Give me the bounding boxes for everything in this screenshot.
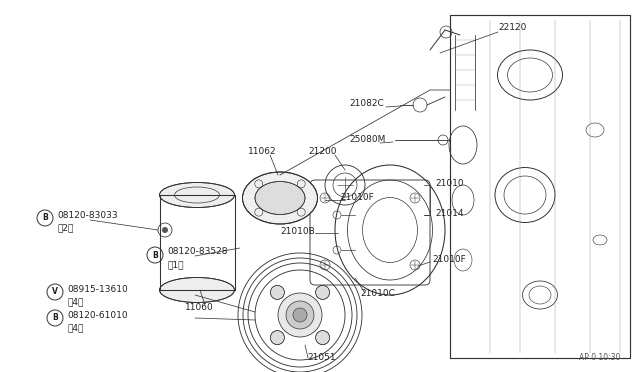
Text: 08120-83528: 08120-83528	[167, 247, 227, 257]
Circle shape	[162, 227, 168, 233]
Circle shape	[270, 285, 284, 299]
Text: （2）: （2）	[57, 224, 74, 232]
Text: 21010F: 21010F	[432, 256, 466, 264]
Circle shape	[316, 285, 330, 299]
Text: 25080M: 25080M	[349, 135, 385, 144]
Text: V: V	[52, 288, 58, 296]
Circle shape	[293, 308, 307, 322]
Text: 08915-13610: 08915-13610	[67, 285, 128, 294]
Text: （1）: （1）	[167, 260, 184, 269]
Text: 08120-61010: 08120-61010	[67, 311, 127, 320]
Ellipse shape	[255, 182, 305, 215]
Text: 21010: 21010	[435, 179, 463, 187]
Text: 21014: 21014	[435, 208, 463, 218]
Text: 21082C: 21082C	[349, 99, 384, 108]
Circle shape	[270, 331, 284, 344]
Ellipse shape	[159, 278, 234, 302]
Ellipse shape	[243, 172, 317, 224]
Text: 08120-83033: 08120-83033	[57, 211, 118, 219]
Text: AP 0 10:30: AP 0 10:30	[579, 353, 620, 362]
Text: （4）: （4）	[67, 324, 83, 333]
Text: 22120: 22120	[498, 23, 526, 32]
Circle shape	[286, 301, 314, 329]
Text: 21010C: 21010C	[360, 289, 395, 298]
Text: 21051: 21051	[307, 353, 335, 362]
Text: 11060: 11060	[185, 304, 214, 312]
Text: B: B	[52, 314, 58, 323]
Circle shape	[278, 293, 322, 337]
Ellipse shape	[159, 183, 234, 208]
Text: 21010F: 21010F	[340, 192, 374, 202]
Circle shape	[316, 331, 330, 344]
Text: B: B	[152, 250, 158, 260]
Text: 21010B: 21010B	[280, 228, 315, 237]
Text: 21200: 21200	[308, 148, 337, 157]
Text: B: B	[42, 214, 48, 222]
Text: （4）: （4）	[67, 298, 83, 307]
Text: 11062: 11062	[248, 148, 276, 157]
